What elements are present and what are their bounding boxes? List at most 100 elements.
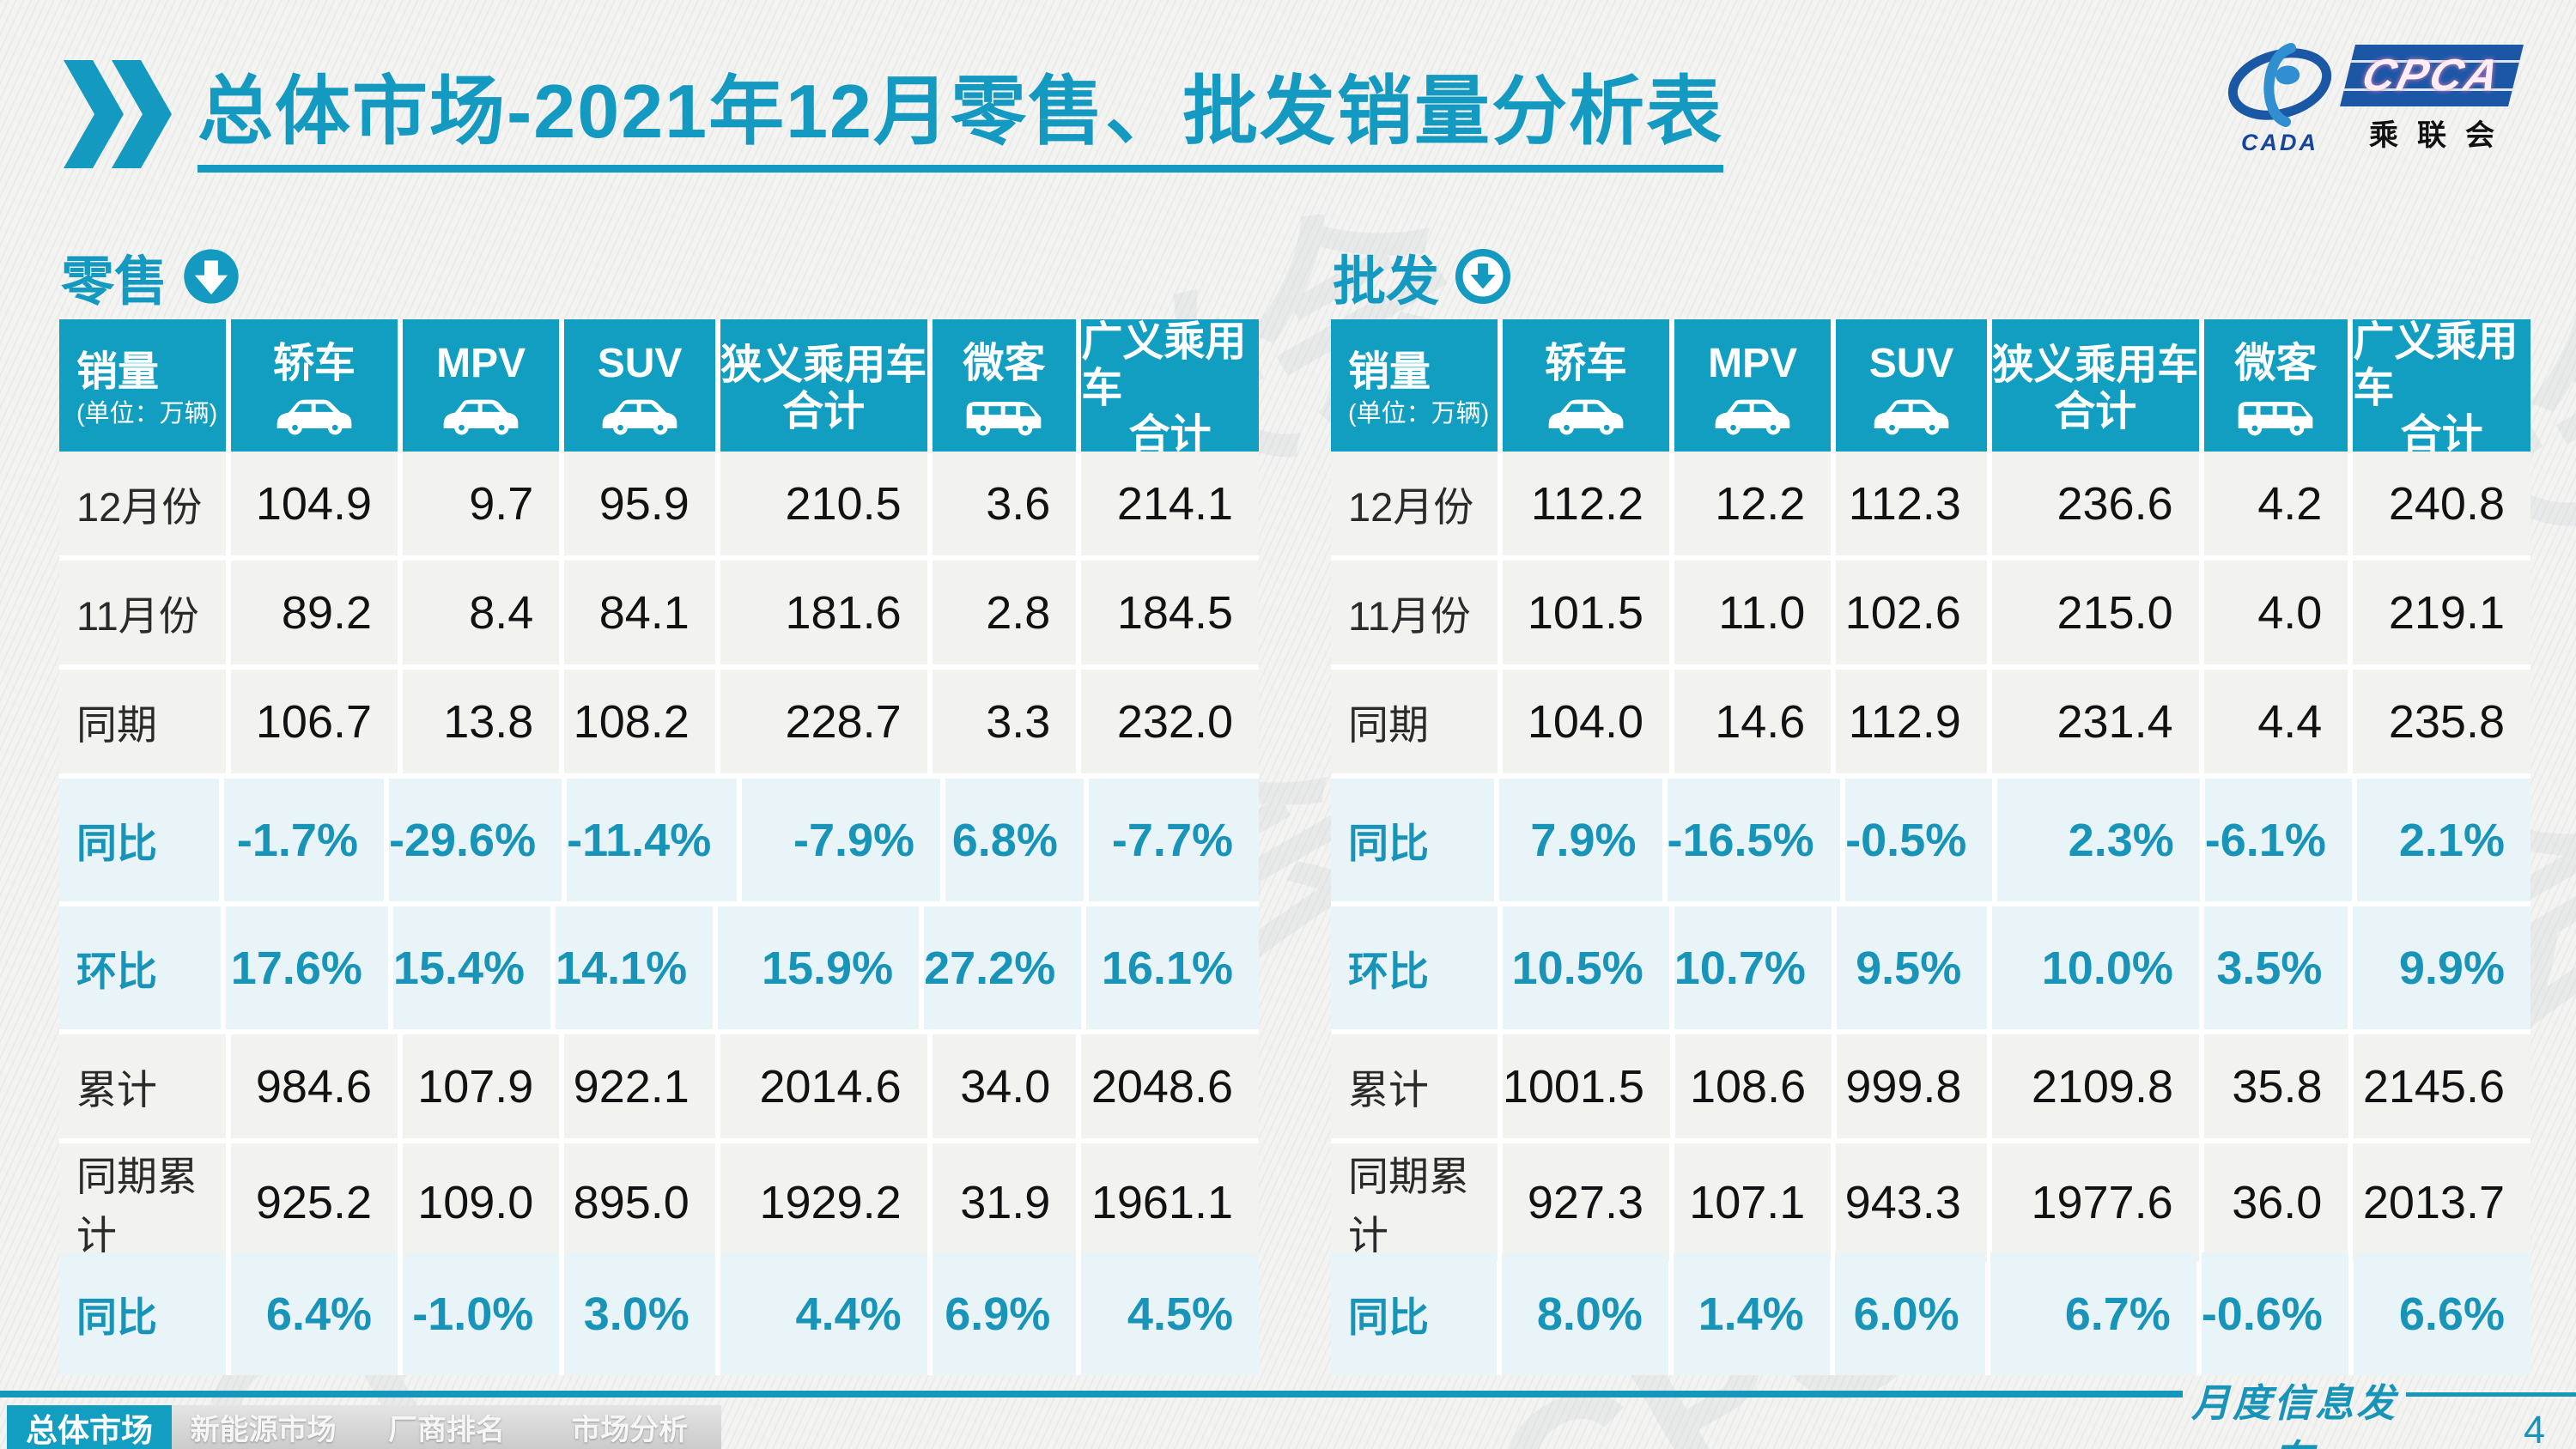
- row-label: 11月份: [59, 561, 226, 664]
- value-cell: 112.2: [1503, 452, 1670, 555]
- row-label: 同比: [59, 779, 219, 901]
- inactive-tabs-group: 新能源市场 厂商排名 市场分析: [172, 1405, 721, 1449]
- value-cell: 108.6: [1674, 1034, 1832, 1138]
- wholesale-section-label: 批发: [1333, 252, 1440, 312]
- value-cell: 1977.6: [1991, 1143, 2199, 1262]
- value-cell: 4.2: [2203, 452, 2348, 555]
- value-cell: 6.8%: [945, 779, 1084, 901]
- value-cell: 895.0: [564, 1143, 715, 1262]
- header-label-line2: 合计: [1128, 411, 1212, 458]
- retail-section-label: 零售: [61, 252, 168, 312]
- value-cell: 108.2: [564, 670, 715, 773]
- sedan-icon: [270, 394, 359, 437]
- row-label: 同比: [1331, 1252, 1498, 1375]
- header-label: 广义乘用车: [2353, 319, 2518, 411]
- value-cell: -1.0%: [403, 1252, 560, 1375]
- row-label: 12月份: [1331, 452, 1498, 555]
- chevron-icon: [62, 60, 175, 173]
- value-cell: 84.1: [564, 561, 715, 664]
- value-cell: 925.2: [231, 1143, 398, 1262]
- value-cell: 999.8: [1837, 1034, 1988, 1138]
- value-cell: 14.6: [1674, 670, 1832, 773]
- tab-overall-market[interactable]: 总体市场: [7, 1405, 172, 1449]
- value-cell: 101.5: [1503, 561, 1670, 664]
- value-cell: 2145.6: [2353, 1034, 2530, 1138]
- header-label: 微客: [2234, 340, 2318, 386]
- header-cell: 销量 (单位：万辆): [59, 319, 226, 458]
- header-label-line2: 合计: [2400, 411, 2483, 458]
- value-cell: 927.3: [1503, 1143, 1670, 1262]
- row-label: 累计: [1331, 1034, 1498, 1138]
- header-label-line2: 合计: [2054, 388, 2137, 434]
- row-label: 环比: [59, 906, 222, 1029]
- value-cell: -16.5%: [1667, 779, 1840, 901]
- value-cell: 95.9: [564, 452, 715, 555]
- minibus-icon: [2231, 394, 2320, 437]
- row-label: 同比: [59, 1252, 226, 1375]
- retail-table: 销量 (单位：万辆) 轿车 MPV SUV 狭义乘用车 合计 微客 广义乘用车 合计 12月…: [59, 319, 1259, 1375]
- value-cell: 107.9: [403, 1034, 560, 1138]
- value-cell: 210.5: [720, 452, 927, 555]
- value-cell: 984.6: [231, 1034, 398, 1138]
- header-label: SUV: [597, 340, 683, 386]
- value-cell: -29.6%: [388, 779, 562, 901]
- page-title: 总体市场-2021年12月零售、批发销量分析表: [197, 71, 1723, 173]
- value-cell: 36.0: [2203, 1143, 2348, 1262]
- value-cell: 1929.2: [720, 1143, 927, 1262]
- value-cell: 106.7: [231, 670, 398, 773]
- table-row: 同期 106.7 13.8 108.2 228.7 3.3 232.0: [59, 670, 1259, 773]
- value-cell: 10.7%: [1674, 906, 1832, 1029]
- header-cell: SUV: [564, 319, 715, 458]
- table-row: 11月份 89.2 8.4 84.1 181.6 2.8 184.5: [59, 561, 1259, 664]
- header-unit-note: (单位：万辆): [1348, 400, 1490, 428]
- value-cell: 4.4: [2203, 670, 2348, 773]
- value-cell: 10.0%: [1992, 906, 2199, 1029]
- value-cell: 6.6%: [2353, 1252, 2530, 1375]
- header-cell: SUV: [1836, 319, 1987, 458]
- table-row: 同期累计 927.3 107.1 943.3 1977.6 36.0 2013.7: [1331, 1143, 2530, 1262]
- title-row: 总体市场-2021年12月零售、批发销量分析表: [62, 60, 1723, 173]
- value-cell: 943.3: [1836, 1143, 1987, 1262]
- circle-down-ring-icon: [1455, 248, 1511, 305]
- header-cell: 狭义乘用车 合计: [1991, 319, 2199, 458]
- value-cell: 3.6: [932, 452, 1077, 555]
- header-cell: 微客: [932, 319, 1077, 458]
- value-cell: -7.7%: [1088, 779, 1259, 901]
- value-cell: 15.9%: [718, 906, 920, 1029]
- circle-down-filled-icon: [183, 248, 240, 305]
- tables-area: 零售 销量 (单位：万辆) 轿车 MPV SUV 狭义乘用车 合计 微客 广义乘用车 合计…: [59, 242, 2530, 1375]
- table-row: 同比 8.0% 1.4% 6.0% 6.7% -0.6% 6.6%: [1331, 1252, 2530, 1375]
- value-cell: 9.5%: [1836, 906, 1988, 1029]
- value-cell: 922.1: [564, 1034, 715, 1138]
- row-label: 同期累计: [1331, 1143, 1498, 1262]
- table-row: 累计 984.6 107.9 922.1 2014.6 34.0 2048.6: [59, 1034, 1259, 1138]
- header-label: 轿车: [273, 340, 356, 386]
- header-cell: MPV: [403, 319, 560, 458]
- wholesale-table: 销量 (单位：万辆) 轿车 MPV SUV 狭义乘用车 合计 微客 广义乘用车 合计 12月…: [1331, 319, 2530, 1375]
- header-label: SUV: [1868, 340, 1954, 386]
- value-cell: 104.0: [1503, 670, 1670, 773]
- tab-nev-market[interactable]: 新能源市场: [190, 1414, 337, 1446]
- table-row: 累计 1001.5 108.6 999.8 2109.8 35.8 2145.6: [1331, 1034, 2530, 1138]
- value-cell: 235.8: [2353, 670, 2530, 773]
- value-cell: 16.1%: [1086, 906, 1259, 1029]
- table-header-row: 销量 (单位：万辆) 轿车 MPV SUV 狭义乘用车 合计 微客 广义乘用车 合计: [59, 319, 1259, 458]
- value-cell: 112.3: [1836, 452, 1987, 555]
- suv-icon: [1867, 394, 1956, 437]
- row-label: 同比: [1331, 779, 1494, 901]
- value-cell: 2109.8: [1992, 1034, 2199, 1138]
- table-header-row: 销量 (单位：万辆) 轿车 MPV SUV 狭义乘用车 合计 微客 广义乘用车 合计: [1331, 319, 2530, 458]
- header-label: 轿车: [1545, 340, 1628, 386]
- value-cell: 240.8: [2353, 452, 2530, 555]
- value-cell: 34.0: [932, 1034, 1077, 1138]
- cpca-flag: CPCA: [2340, 44, 2524, 106]
- tab-market-analysis[interactable]: 市场分析: [571, 1414, 689, 1446]
- table-row: 环比 10.5% 10.7% 9.5% 10.0% 3.5% 9.9%: [1331, 906, 2530, 1029]
- value-cell: 215.0: [1991, 561, 2199, 664]
- value-cell: 6.0%: [1834, 1252, 1985, 1375]
- value-cell: -11.4%: [567, 779, 738, 901]
- header-label: MPV: [1708, 340, 1798, 386]
- header-cell: 轿车: [1503, 319, 1670, 458]
- tab-manufacturer-rank[interactable]: 厂商排名: [387, 1414, 505, 1446]
